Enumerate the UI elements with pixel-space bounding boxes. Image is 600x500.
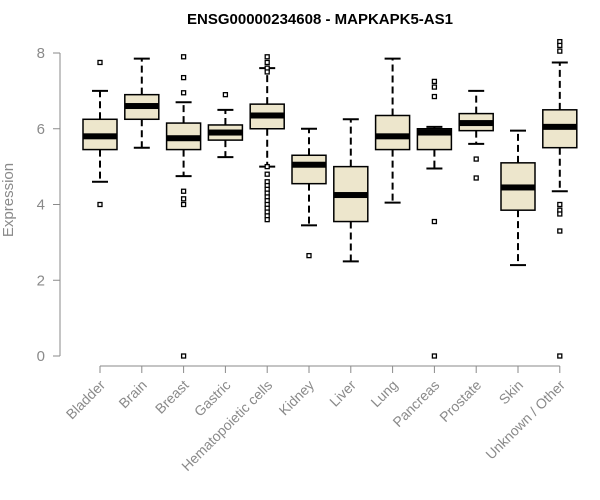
median-line	[83, 133, 117, 140]
median-line	[166, 135, 201, 142]
box-iqr	[374, 114, 411, 151]
outlier-point	[473, 156, 479, 162]
outlier-point	[264, 171, 270, 177]
chart-title: ENSG00000234608 - MAPKAPK5-AS1	[187, 11, 453, 28]
outlier-point	[264, 216, 270, 223]
outlier-point	[97, 201, 103, 208]
outlier-point	[431, 353, 438, 359]
y-tick-label: 0	[37, 348, 45, 365]
box-group	[291, 127, 327, 259]
box-group	[374, 57, 411, 204]
box-group	[249, 54, 285, 223]
median-line	[124, 103, 159, 110]
outlier-point	[431, 93, 438, 100]
outlier-point	[264, 69, 270, 75]
box-group	[82, 59, 118, 208]
outlier-point	[97, 59, 103, 66]
box-group	[458, 89, 494, 181]
x-tick-label: Liver	[326, 377, 359, 410]
outlier-point	[180, 74, 187, 81]
box-group	[333, 118, 369, 263]
median-line	[250, 112, 285, 119]
median-line	[292, 161, 326, 168]
outlier-point	[557, 211, 563, 217]
outlier-point	[431, 218, 438, 225]
x-tick-label: Brain	[115, 377, 149, 411]
outlier-point	[180, 54, 187, 60]
median-line	[208, 129, 243, 136]
box-group	[416, 78, 453, 359]
outlier-point	[431, 84, 438, 90]
box-group	[542, 38, 578, 359]
median-line	[375, 133, 410, 140]
outlier-point	[306, 252, 312, 259]
x-tick-label: Unknown / Other	[482, 377, 568, 463]
box-iqr	[291, 154, 327, 185]
outlier-point	[180, 188, 187, 194]
outlier-point	[557, 48, 563, 54]
outlier-point	[222, 92, 229, 98]
median-line	[333, 192, 368, 199]
box-group	[124, 57, 160, 149]
median-line	[501, 184, 535, 191]
box-group	[165, 54, 202, 359]
y-tick-label: 4	[37, 197, 45, 214]
outlier-point	[473, 175, 479, 181]
median-line	[459, 120, 494, 127]
outlier-point	[431, 78, 438, 85]
outlier-point	[557, 42, 563, 49]
y-tick-label: 8	[37, 45, 45, 62]
outlier-point	[180, 201, 187, 208]
outlier-point	[264, 54, 270, 60]
outlier-point	[264, 163, 270, 170]
outlier-point	[557, 228, 563, 234]
outlier-point	[180, 353, 187, 359]
x-tick-label: Lung	[367, 377, 400, 410]
x-tick-label: Skin	[496, 377, 527, 408]
box-group	[500, 129, 536, 267]
boxes-layer	[82, 38, 578, 359]
x-tick-label: Prostate	[436, 377, 484, 425]
box-group	[207, 92, 244, 159]
outlier-point	[180, 90, 187, 96]
x-tick-label: Kidney	[276, 377, 318, 419]
y-axis-label: Expression	[0, 163, 17, 237]
x-tick-label: Breast	[152, 377, 192, 417]
outlier-point	[557, 201, 563, 208]
y-tick-label: 2	[37, 272, 45, 289]
y-axis: 0 2 4 6 8	[37, 45, 61, 365]
outlier-point	[264, 59, 270, 66]
outlier-point	[180, 196, 187, 202]
outlier-point	[557, 353, 563, 359]
x-tick-label: Bladder	[63, 377, 109, 423]
y-tick-label: 6	[37, 121, 45, 138]
median-line	[542, 123, 577, 130]
median-line	[417, 129, 452, 136]
